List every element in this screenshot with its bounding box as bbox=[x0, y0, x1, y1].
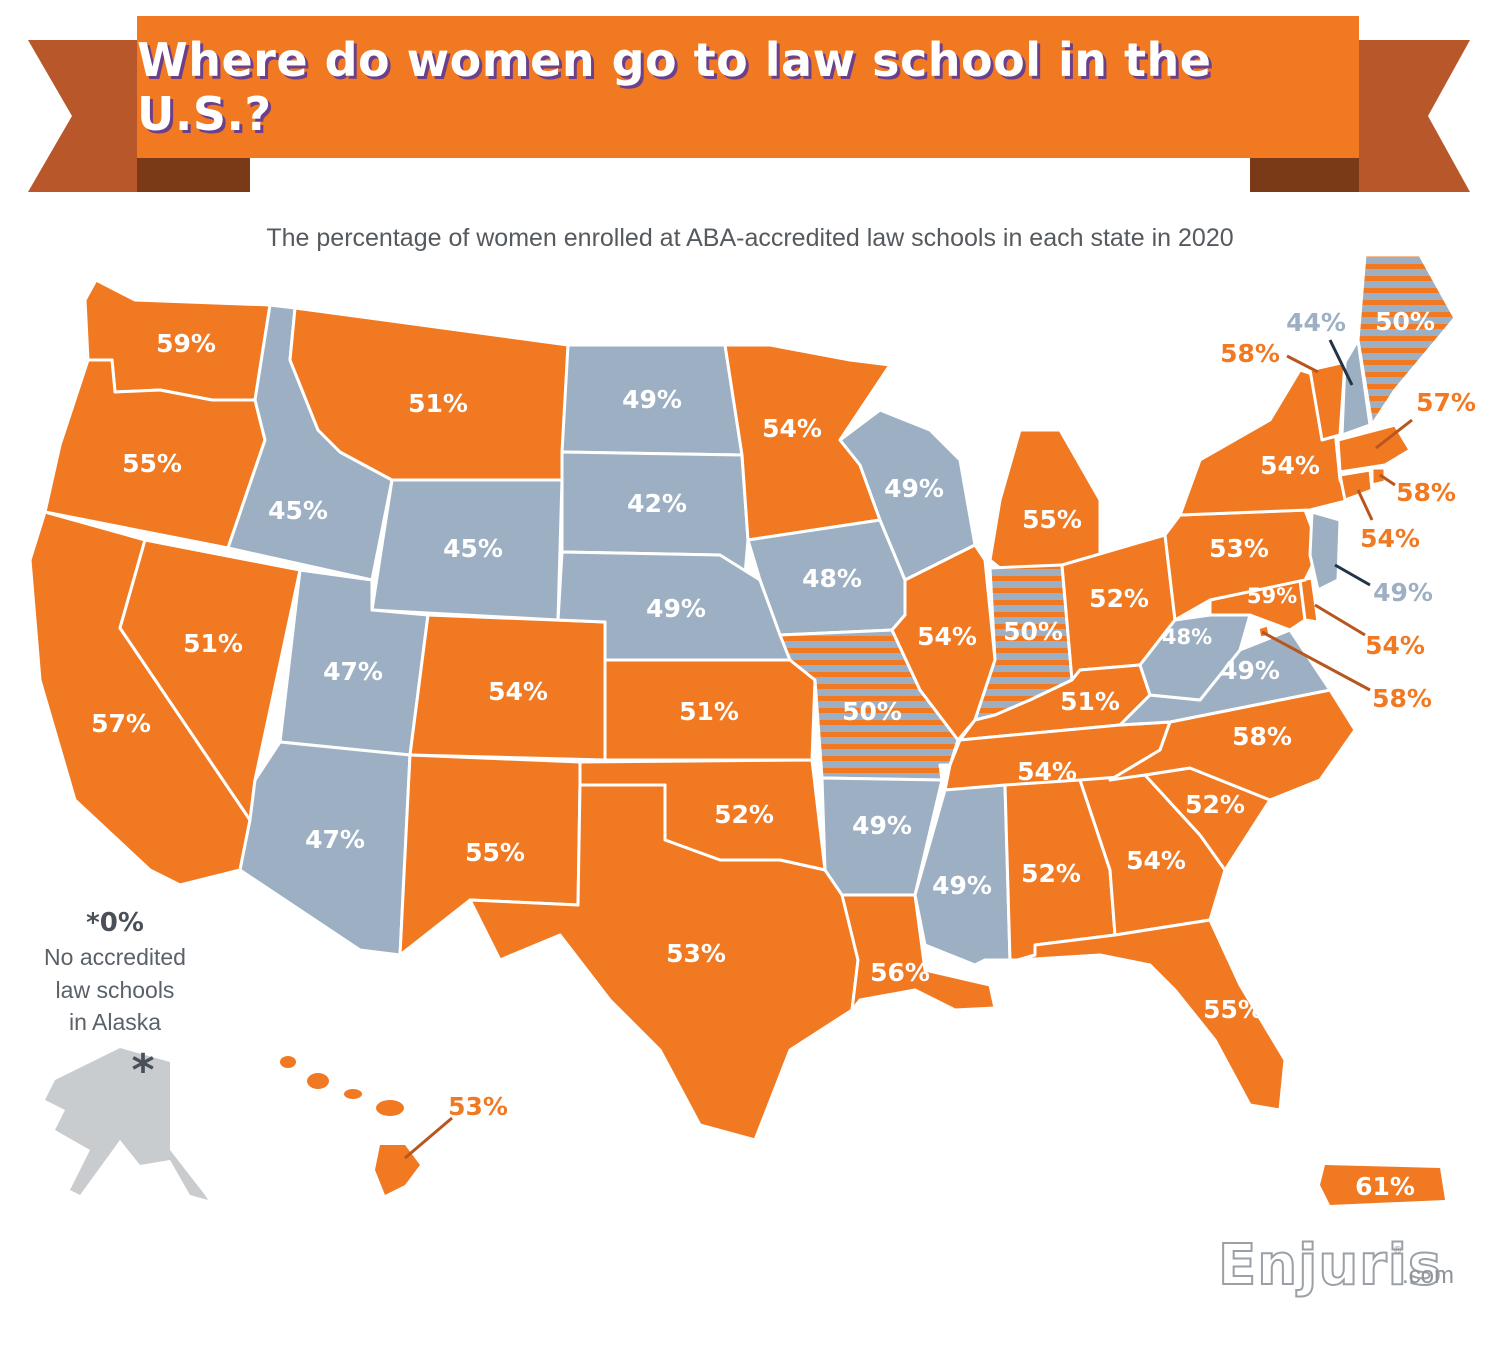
label-id: 45% bbox=[268, 496, 328, 525]
alaska-note-line3: in Alaska bbox=[68, 1008, 162, 1035]
label-mo: 50% bbox=[842, 697, 902, 726]
label-mn: 54% bbox=[762, 414, 822, 443]
ribbon-right-fold bbox=[1250, 156, 1359, 192]
label-de: 54% bbox=[1365, 631, 1425, 660]
state-vt[interactable] bbox=[1308, 360, 1347, 442]
label-oh: 52% bbox=[1089, 584, 1149, 613]
enjuris-logo: Enjuris bbox=[1217, 1232, 1443, 1299]
map-subtitle: The percentage of women enrolled at ABA-… bbox=[266, 224, 1234, 252]
leader-nh bbox=[1328, 339, 1354, 386]
label-pa: 53% bbox=[1209, 534, 1269, 563]
label-ct: 54% bbox=[1360, 524, 1420, 553]
ribbon-center bbox=[137, 16, 1359, 158]
label-ks: 51% bbox=[679, 697, 739, 726]
leader-dc bbox=[1261, 630, 1371, 692]
state-me[interactable] bbox=[1356, 253, 1457, 427]
label-ca: 57% bbox=[91, 709, 151, 738]
alaska-note: *0% No accredited law schools in Alaska bbox=[20, 905, 210, 1038]
label-wy: 45% bbox=[443, 534, 503, 563]
state-nj[interactable] bbox=[1308, 510, 1342, 592]
state-hi[interactable] bbox=[280, 1056, 420, 1195]
label-tn: 54% bbox=[1017, 757, 1077, 786]
label-ny: 54% bbox=[1260, 451, 1320, 480]
label-wa: 59% bbox=[156, 329, 216, 358]
alaska-value: *0% bbox=[86, 908, 144, 938]
label-ms: 49% bbox=[932, 871, 992, 900]
label-nd: 49% bbox=[622, 385, 682, 414]
label-la: 56% bbox=[870, 958, 930, 987]
logo-registered-mark: ® bbox=[1394, 1245, 1402, 1256]
alaska-note-line2: law schools bbox=[55, 976, 175, 1003]
label-nm: 55% bbox=[465, 838, 525, 867]
page-title: Where do women go to law school in the U… bbox=[137, 33, 1212, 141]
label-ma: 57% bbox=[1416, 388, 1476, 417]
label-ia: 48% bbox=[802, 564, 862, 593]
label-nv: 51% bbox=[183, 629, 243, 658]
label-il: 54% bbox=[917, 622, 977, 651]
state-fl[interactable] bbox=[1016, 918, 1287, 1112]
state-wv[interactable] bbox=[1138, 613, 1252, 702]
label-al: 52% bbox=[1021, 859, 1081, 888]
state-nc[interactable] bbox=[1108, 688, 1357, 802]
leader-ct bbox=[1356, 489, 1374, 521]
leader-ri bbox=[1379, 473, 1396, 487]
leader-de bbox=[1314, 603, 1366, 637]
label-az: 47% bbox=[305, 825, 365, 854]
label-ga: 54% bbox=[1126, 846, 1186, 875]
state-de[interactable] bbox=[1298, 576, 1320, 624]
label-ut: 47% bbox=[323, 657, 383, 686]
label-nc: 58% bbox=[1232, 722, 1292, 751]
state-ks[interactable] bbox=[603, 658, 817, 762]
label-ne: 49% bbox=[646, 594, 706, 623]
label-hi: 53% bbox=[448, 1092, 508, 1121]
label-dc: 58% bbox=[1372, 684, 1432, 713]
state-mi[interactable] bbox=[988, 428, 1102, 570]
leader-nj bbox=[1334, 563, 1371, 587]
label-pr: 61% bbox=[1355, 1172, 1415, 1201]
leader-ma bbox=[1375, 418, 1413, 450]
ribbon-left-fold bbox=[137, 156, 250, 192]
label-mi: 55% bbox=[1022, 505, 1082, 534]
leader-vt bbox=[1286, 354, 1319, 374]
label-or: 55% bbox=[122, 449, 182, 478]
label-nj: 49% bbox=[1373, 578, 1433, 607]
label-mt: 51% bbox=[408, 389, 468, 418]
logo-domain-suffix: .com bbox=[1402, 1262, 1455, 1289]
label-wv: 48% bbox=[1162, 625, 1212, 649]
state-nh[interactable] bbox=[1340, 338, 1372, 437]
alaska-asterisk: * bbox=[131, 1045, 154, 1096]
label-va: 49% bbox=[1220, 656, 1280, 685]
label-fl: 55% bbox=[1203, 995, 1263, 1024]
title-banner bbox=[28, 16, 1470, 192]
label-sd: 42% bbox=[627, 489, 687, 518]
state-tx[interactable] bbox=[468, 783, 860, 1142]
label-md: 59% bbox=[1247, 584, 1297, 608]
state-ri[interactable] bbox=[1370, 466, 1387, 487]
leader-hi bbox=[404, 1116, 453, 1160]
label-sc: 52% bbox=[1185, 790, 1245, 819]
state-ct[interactable] bbox=[1338, 468, 1374, 502]
label-ri: 58% bbox=[1396, 478, 1456, 507]
label-co: 54% bbox=[488, 677, 548, 706]
label-wi: 49% bbox=[884, 474, 944, 503]
label-ky: 51% bbox=[1060, 687, 1120, 716]
state-la[interactable] bbox=[840, 893, 997, 1012]
state-ak bbox=[45, 1048, 208, 1200]
label-vt: 58% bbox=[1220, 339, 1280, 368]
label-in: 50% bbox=[1003, 617, 1063, 646]
label-ar: 49% bbox=[852, 811, 912, 840]
alaska-note-line1: No accredited bbox=[44, 944, 186, 971]
label-nh: 44% bbox=[1286, 308, 1346, 337]
label-me: 50% bbox=[1375, 307, 1435, 336]
state-pr[interactable] bbox=[1320, 1165, 1445, 1205]
label-tx: 53% bbox=[666, 939, 726, 968]
label-ok: 52% bbox=[714, 800, 774, 829]
